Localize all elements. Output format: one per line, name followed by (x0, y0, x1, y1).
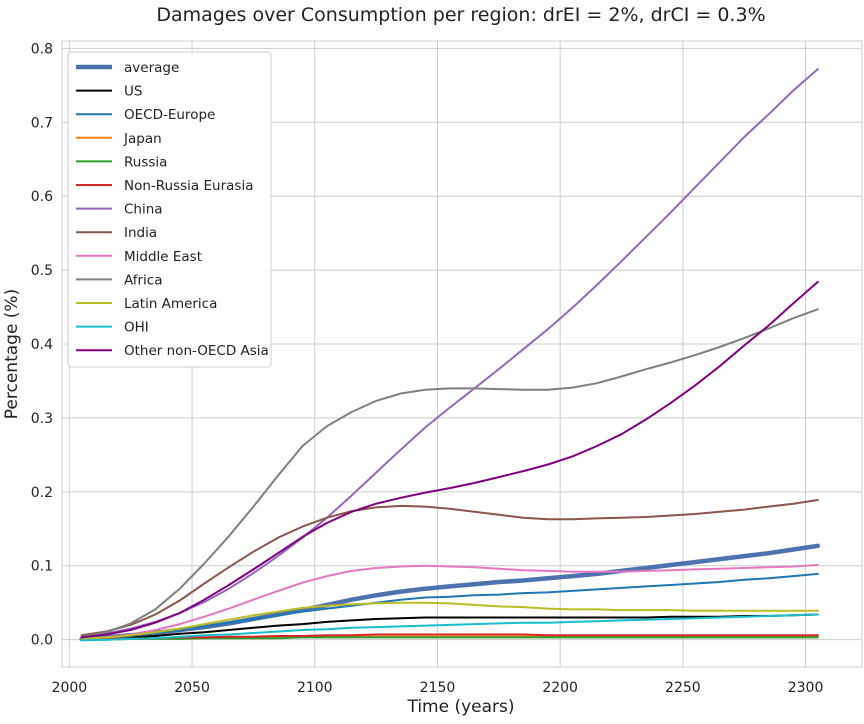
x-tick-label: 2200 (542, 680, 578, 696)
legend-label: OECD-Europe (124, 107, 215, 123)
x-tick-label: 2150 (420, 680, 456, 696)
legend-label: Non-Russia Eurasia (124, 178, 253, 194)
y-tick-label: 0.0 (31, 633, 53, 649)
series-line-non-russia-eurasia (80, 633, 819, 641)
series-line-latin-america (80, 601, 819, 640)
series-line-oecd-europe (80, 572, 819, 641)
y-axis-label: Percentage (%) (2, 289, 22, 419)
legend-label: average (124, 60, 179, 76)
y-tick-label: 0.5 (31, 263, 53, 279)
x-tick-label: 2300 (788, 680, 824, 696)
y-tick-label: 0.4 (31, 337, 53, 353)
series-line-africa (80, 308, 819, 638)
legend-label: US (124, 84, 142, 100)
y-tick-label: 0.3 (31, 411, 53, 427)
legend-frame (67, 51, 272, 368)
series-line-ohi (80, 613, 819, 642)
legend-label: China (124, 202, 163, 218)
y-tick-label: 0.2 (31, 485, 53, 501)
y-tick-label: 0.1 (31, 559, 53, 575)
y-tick-label: 0.7 (31, 115, 53, 131)
legend-label: Middle East (124, 249, 202, 265)
x-axis-label: Time (years) (406, 697, 514, 717)
series-line-us (80, 613, 819, 641)
x-tick-label: 2100 (297, 680, 333, 696)
chart-title: Damages over Consumption per region: drE… (156, 4, 765, 26)
series-line-middle-east (80, 564, 819, 640)
series-line-india (80, 499, 819, 637)
x-tick-label: 2050 (174, 680, 210, 696)
series-lines (79, 68, 821, 642)
legend: average US OECD-Europe Japan Russia Non-Russi… (67, 51, 272, 368)
legend-label: OHI (124, 320, 149, 336)
legend-label: Africa (124, 272, 163, 288)
y-tick-label: 0.6 (31, 189, 53, 205)
legend-label: India (124, 225, 157, 241)
series-line-china (80, 68, 819, 638)
x-tick-label: 2250 (665, 680, 701, 696)
x-tick-label: 2000 (52, 680, 88, 696)
legend-label: Russia (124, 154, 167, 170)
legend-label: Latin America (124, 296, 217, 312)
legend-label: Other non-OECD Asia (124, 343, 269, 359)
series-line-other-non-oecd-asia (80, 280, 819, 639)
legend-label: Japan (123, 131, 162, 147)
axis-ticks: 2000 2050 2100 2150 2200 2250 2300 0.0 0.1 0.2 0.3… (31, 41, 824, 696)
y-tick-label: 0.8 (31, 41, 53, 57)
